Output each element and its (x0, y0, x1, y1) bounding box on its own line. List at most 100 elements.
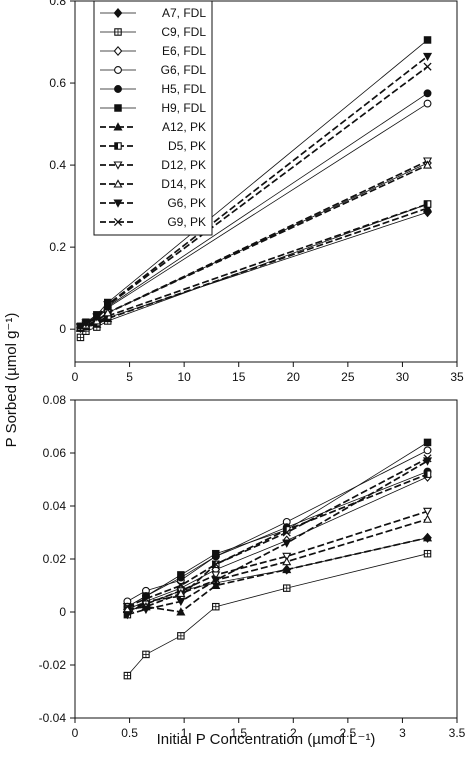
bottom-series-e6-fdl (123, 471, 432, 615)
legend-marker (114, 85, 122, 93)
legend-row-g9-pk: G9, PK (100, 215, 206, 229)
bottom-line-a7-fdl (127, 537, 428, 613)
bottom-point-c9-fdl (212, 602, 220, 611)
bottom-point-d14-pk (423, 514, 433, 523)
bottom-y-tick-label: -0.02 (39, 658, 67, 672)
bottom-line-a12-pk (127, 536, 428, 613)
bottom-line-g6-pk (127, 460, 428, 616)
bottom-point-d5-pk-fill (283, 526, 287, 534)
legend: A7, FDL C9, FDL E6, FDL G6, FDL H5, FDL H9, F… (93, 0, 213, 236)
bottom-point-d12-pk (423, 507, 433, 517)
bottom-point-d5-pk-fill (212, 561, 216, 568)
legend-row-a12-pk: A12, PK (100, 120, 206, 134)
bottom-point-g9-pk (282, 528, 291, 537)
bottom-line-e6-fdl (127, 476, 428, 610)
legend-row-g6-pk: G6, PK (100, 196, 206, 210)
top-frame (74, 0, 458, 363)
bottom-point-d14-pk (282, 556, 292, 566)
top-point-g9-pk (92, 313, 101, 322)
top-point-a12-pk (423, 203, 433, 212)
bottom-point-d14-pk (176, 588, 186, 598)
top-x-tick-label: 20 (287, 370, 301, 384)
legend-marker (114, 142, 122, 150)
legend-label: G6, FDL (161, 63, 207, 77)
legend-label: E6, FDL (162, 44, 206, 58)
bottom-line-g9-pk (127, 457, 428, 608)
legend-label: G9, PK (167, 215, 206, 229)
legend-label: D5, PK (168, 139, 206, 153)
top-y-tick-label: 0.6 (49, 76, 66, 90)
legend-marker (113, 122, 123, 131)
bottom-point-g9-pk-b (141, 594, 151, 603)
legend-label: G6, PK (167, 196, 206, 210)
top-point-g9-pk (423, 62, 432, 71)
bottom-point-a12-pk (282, 564, 292, 574)
top-x-tick-label: 35 (450, 370, 464, 384)
top-point-g9-pk-b (81, 319, 90, 328)
bottom-point-c9-fdl (142, 650, 150, 659)
top-point-g9-pk (81, 319, 90, 328)
legend-box (93, 0, 213, 236)
bottom-y-tick-label: 0.08 (43, 393, 67, 407)
bottom-point-g9-pk-b (423, 454, 432, 463)
bottom-point-c9-fdl (177, 632, 185, 640)
legend-row-g6-fdl: G6, FDL (100, 63, 206, 77)
legend-marker (113, 199, 123, 208)
bottom-plot: 0 0.5 1 1.5 2 2.5 3 3.5 -0.04 -0.02 0 0.02 0.04 0.06 0… (39, 393, 466, 740)
legend-marker (114, 28, 122, 36)
bottom-point-c9-fdl (282, 584, 291, 592)
top-point-g9-pk-b (423, 62, 432, 71)
bottom-point-h9-fdl (212, 549, 220, 558)
bottom-point-g6-fdl (423, 446, 432, 455)
bottom-line-g6-fdl (127, 449, 428, 602)
bottom-point-g6-pk (122, 611, 132, 620)
bottom-point-c9-fdl (123, 671, 132, 680)
bottom-x-tick-label: 1.5 (230, 726, 247, 740)
legend-marker (113, 45, 123, 57)
bottom-point-d12-pk (282, 552, 292, 562)
y-axis-title: P Sorbed (µmol g⁻¹) (3, 313, 20, 448)
top-x-tick-label: 25 (341, 370, 355, 384)
top-point-d14-pk (423, 160, 433, 169)
bottom-series-d12-pk (122, 507, 433, 612)
legend-label: C9, FDL (161, 25, 206, 39)
top-y-tick-label: 0.8 (49, 0, 66, 8)
bottom-point-g9-pk (211, 560, 220, 569)
legend-marker (113, 217, 123, 227)
bottom-y-tick-label: 0.06 (43, 446, 67, 460)
bottom-point-h9-fdl (177, 571, 185, 579)
top-y-tick-label: 0 (59, 322, 66, 336)
legend-marker-b (113, 217, 123, 227)
bottom-point-g6-pk (282, 539, 292, 548)
bottom-point-g6-pk (211, 576, 221, 585)
legend-label: H5, FDL (161, 82, 206, 96)
bottom-x-tick-label: 3.5 (449, 726, 466, 740)
bottom-y-tick-label: 0 (59, 605, 66, 619)
legend-label: D12, PK (161, 158, 206, 172)
bottom-point-g6-pk (141, 605, 151, 615)
legend-row-h5-fdl: H5, FDL (100, 82, 206, 96)
bottom-line-h5-fdl (127, 471, 428, 608)
bottom-point-g9-pk-b (176, 581, 185, 590)
bottom-x-tick-label: 0.5 (121, 726, 138, 740)
legend-label: A7, FDL (162, 6, 206, 20)
top-point-d5-pk (423, 200, 432, 208)
bottom-point-a12-pk (423, 533, 433, 542)
legend-row-h9-fdl: H9, FDL (100, 101, 206, 115)
bottom-point-g9-pk-b (282, 528, 291, 537)
top-point-g9-pk-b (103, 301, 112, 310)
bottom-point-g9-pk-b (123, 602, 132, 611)
legend-label: D14, PK (161, 177, 206, 191)
bottom-y-tick-label: 0.04 (43, 499, 67, 513)
bottom-point-h9-fdl (423, 438, 432, 447)
top-point-g9-pk (76, 322, 85, 331)
bottom-series-g6-pk (122, 457, 433, 620)
legend-row-d14-pk: D14, PK (100, 177, 206, 191)
legend-row-d5-pk: D5, PK (100, 139, 206, 153)
bottom-point-g6-pk (176, 597, 186, 607)
bottom-line-d5-pk (126, 473, 428, 616)
top-x-tick-label: 30 (396, 370, 410, 384)
bottom-point-c9-fdl (423, 549, 432, 558)
legend-marker (113, 7, 123, 19)
